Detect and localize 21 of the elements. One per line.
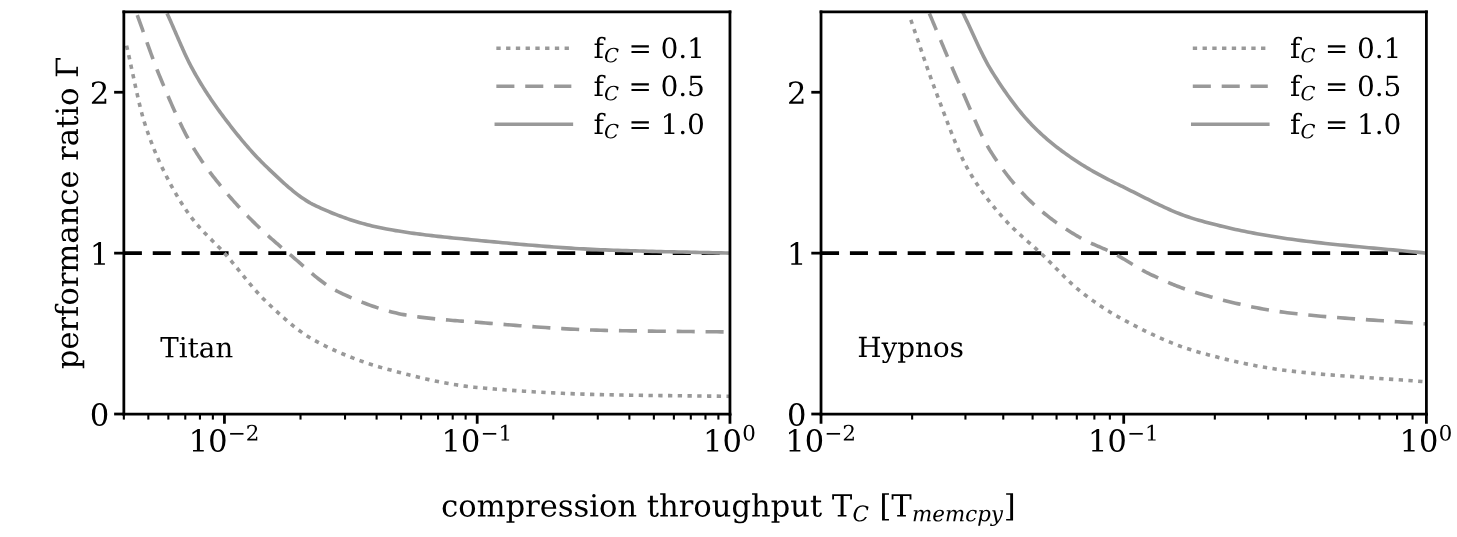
legend-label: f$_{C}$ = 1.0 bbox=[594, 112, 703, 139]
x-tick-label: 10$^{0}$ bbox=[706, 424, 755, 453]
legend-label: f$_{C}$ = 0.5 bbox=[594, 74, 703, 101]
x-tick-label: 10$^{−1}$ bbox=[1091, 424, 1156, 453]
legend-label: f$_{C}$ = 1.0 bbox=[1291, 112, 1400, 139]
x-tick-label: 10$^{0}$ bbox=[1403, 424, 1451, 453]
x-axis-title: compression throughput T$_{C}$ [T$_{memcpy}$] bbox=[442, 493, 1014, 526]
annotation: Hypnos bbox=[858, 336, 963, 364]
legend-label: f$_{C}$ = 0.5 bbox=[1291, 74, 1400, 101]
x-tick-label: 10$^{−1}$ bbox=[445, 424, 510, 453]
y-tick-label: 2 bbox=[789, 81, 804, 104]
annotation: Titan bbox=[160, 336, 233, 358]
y-tick-label: 1 bbox=[93, 242, 105, 265]
y-tick-label: 0 bbox=[91, 402, 108, 427]
y-axis-title: performance ratio Γ bbox=[54, 57, 85, 369]
legend-label: f$_{C}$ = 0.1 bbox=[1291, 36, 1398, 63]
y-tick-label: 0 bbox=[789, 402, 805, 427]
x-tick-label: 10$^{−2}$ bbox=[192, 424, 258, 453]
y-tick-label: 2 bbox=[91, 81, 107, 104]
legend-label: f$_{C}$ = 0.1 bbox=[594, 36, 701, 63]
y-tick-label: 1 bbox=[790, 242, 803, 265]
